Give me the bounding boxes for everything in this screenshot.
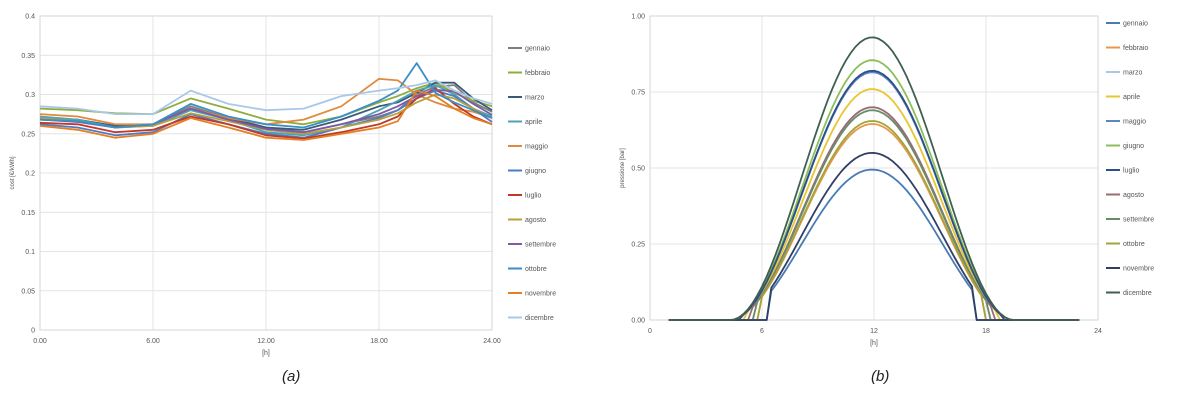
chart-a-panel: 0.00 6.00 12.00 18.00 24.00 0 0.05 0.1 0.15 0.2 0.… [0,0,582,360]
chart-a-legend-label-aprile: aprile [525,119,542,126]
chart-a-series-dicembre [39,79,493,115]
chart-b-y-tick-label: 0.75 [631,90,645,97]
chart-b-x-tick-label: 18 [982,328,990,335]
chart-a-y-tick-label: 0.25 [21,131,35,138]
chart-a-legend-label-novembre: novembre [525,291,556,298]
chart-a-legend-label-maggio: maggio [525,144,548,151]
chart-b-legend-label-febbraio: febbraio [1123,45,1148,52]
chart-b-x-axis-label: [h] [870,340,878,347]
chart-a-y-axis-label: cost [€/kWh] [10,156,16,189]
chart-a-legend-label-dicembre: dicembre [525,315,554,322]
chart-b-legend-label-settembre: settembre [1123,217,1154,224]
chart-a: 0.00 6.00 12.00 18.00 24.00 0 0.05 0.1 0.15 0.2 0.… [10,14,556,358]
chart-b-series-dicembre [668,36,1080,321]
chart-b-legend-label-novembre: novembre [1123,266,1154,273]
chart-b-panel: 0 6 12 18 24 0.00 0.25 0.50 0.75 1.00 [h] pressione… [590,0,1177,360]
chart-a-legend-label-marzo: marzo [525,95,545,102]
chart-b-x-tick-label: 6 [760,328,764,335]
chart-b-y-tick-label: 0.00 [631,318,645,325]
chart-b-legend-label-gennaio: gennaio [1123,21,1148,28]
chart-b-plot-frame [649,15,1099,321]
chart-b-legend-label-ottobre: ottobre [1123,241,1145,248]
chart-b-legend-label-aprile: aprile [1123,94,1140,101]
chart-a-y-tick-label: 0.3 [25,92,35,99]
chart-b-legend-label-giugno: giugno [1123,143,1144,150]
chart-b-legend-label-luglio: luglio [1123,168,1139,175]
chart-a-legend-label-ottobre: ottobre [525,266,547,273]
chart-a-legend-label-settembre: settembre [525,242,556,249]
chart-a-series-maggio [39,77,493,126]
chart-a-legend-label-giugno: giugno [525,168,546,175]
chart-a-legend-label-luglio: luglio [525,193,541,200]
chart-b: 0 6 12 18 24 0.00 0.25 0.50 0.75 1.00 [h] pressione… [620,14,1154,348]
chart-a-y-tick-label: 0.4 [25,14,35,21]
chart-a-y-tick-label: 0.2 [25,171,35,178]
chart-a-y-tick-label: 0 [31,328,35,335]
chart-a-legend-label-febbraio: febbraio [525,70,550,77]
caption-a: (a) [282,368,301,385]
chart-b-y-tick-label: 1.00 [631,14,645,21]
chart-a-series-novembre [39,89,493,141]
chart-a-x-tick-label: 24.00 [483,338,501,345]
chart-a-x-tick-label: 0.00 [33,338,47,345]
chart-b-y-axis-label: pressione [bar] [620,148,626,188]
chart-b-legend-label-maggio: maggio [1123,119,1146,126]
chart-a-x-tick-label: 12.00 [257,338,275,345]
chart-b-x-tick-label: 12 [870,328,878,335]
chart-b-y-tick-label: 0.50 [631,166,645,173]
chart-a-x-tick-label: 6.00 [146,338,160,345]
chart-b-y-tick-label: 0.25 [631,242,645,249]
chart-a-y-tick-label: 0.15 [21,210,35,217]
chart-a-legend-label-agosto: agosto [525,217,546,224]
chart-b-x-tick-label: 0 [648,328,652,335]
chart-a-x-axis-label: [h] [262,350,270,357]
chart-a-y-tick-label: 0.1 [25,249,35,256]
chart-b-legend-label-marzo: marzo [1123,70,1143,77]
chart-a-y-tick-label: 0.05 [21,288,35,295]
chart-a-y-tick-label: 0.35 [21,53,35,60]
chart-a-x-tick-label: 18.00 [370,338,388,345]
chart-b-x-tick-label: 24 [1094,328,1102,335]
chart-b-legend-label-dicembre: dicembre [1123,290,1152,297]
chart-b-legend-label-agosto: agosto [1123,192,1144,199]
caption-b: (b) [871,368,890,385]
chart-a-series-giugno [39,89,493,139]
chart-a-plot-frame [39,15,493,331]
chart-a-legend-label-gennaio: gennaio [525,46,550,53]
chart-a-series-ottobre [39,62,493,129]
